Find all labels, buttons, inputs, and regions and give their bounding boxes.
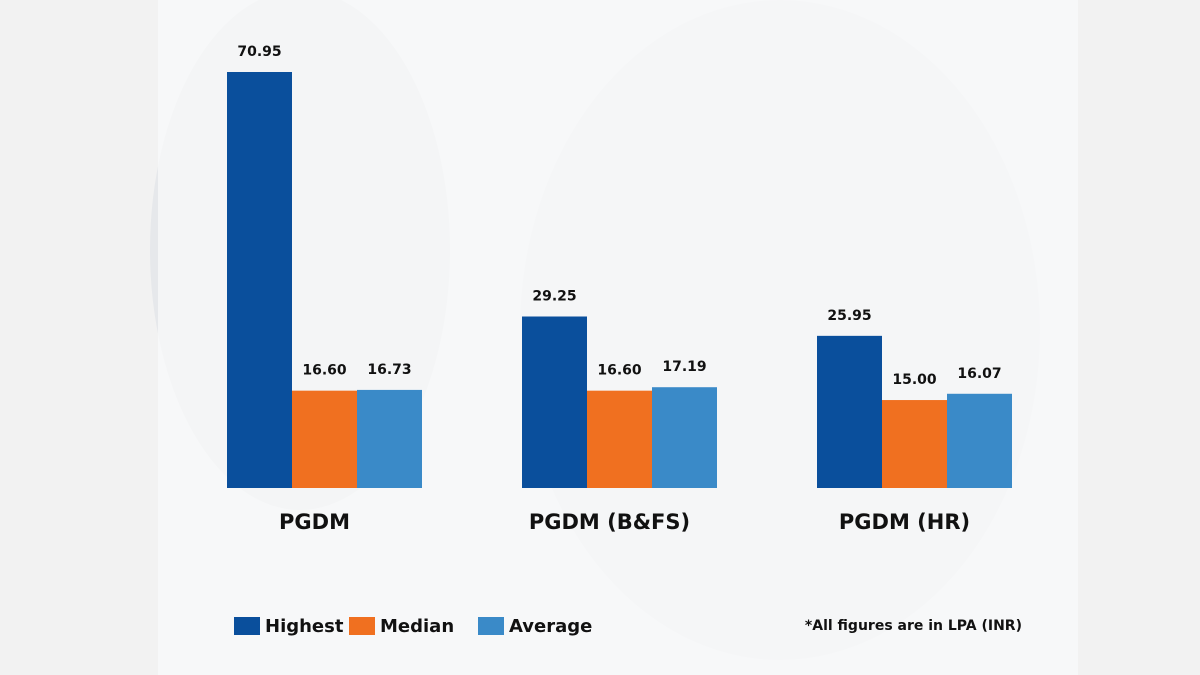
bar (292, 390, 357, 488)
category-label: PGDM (HR) (839, 510, 970, 534)
value-label: 25.95 (827, 308, 871, 324)
value-label: 16.07 (957, 366, 1001, 382)
value-label: 16.73 (367, 362, 411, 378)
legend-swatch (349, 617, 375, 635)
bar (587, 390, 652, 488)
photo-overlay (158, 0, 1078, 675)
category-label: PGDM (B&FS) (529, 510, 690, 534)
bar (817, 335, 882, 488)
legend-swatch (478, 617, 504, 635)
bar (947, 393, 1012, 488)
value-label: 29.25 (532, 288, 576, 304)
bar (652, 387, 717, 488)
value-label: 15.00 (892, 372, 937, 388)
bar (227, 72, 292, 488)
bar (522, 316, 587, 488)
legend-label: Average (509, 616, 592, 637)
note: *All figures are in LPA (INR) (805, 618, 1022, 634)
bar (882, 400, 947, 488)
legend-swatch (234, 617, 260, 635)
value-label: 16.60 (302, 363, 347, 379)
value-label: 70.95 (237, 44, 281, 60)
value-label: 17.19 (662, 359, 706, 375)
value-label: 16.60 (597, 363, 642, 379)
category-label: PGDM (279, 510, 350, 534)
bar (357, 389, 422, 488)
legend-label: Highest (265, 616, 344, 637)
legend-label: Median (380, 616, 454, 637)
